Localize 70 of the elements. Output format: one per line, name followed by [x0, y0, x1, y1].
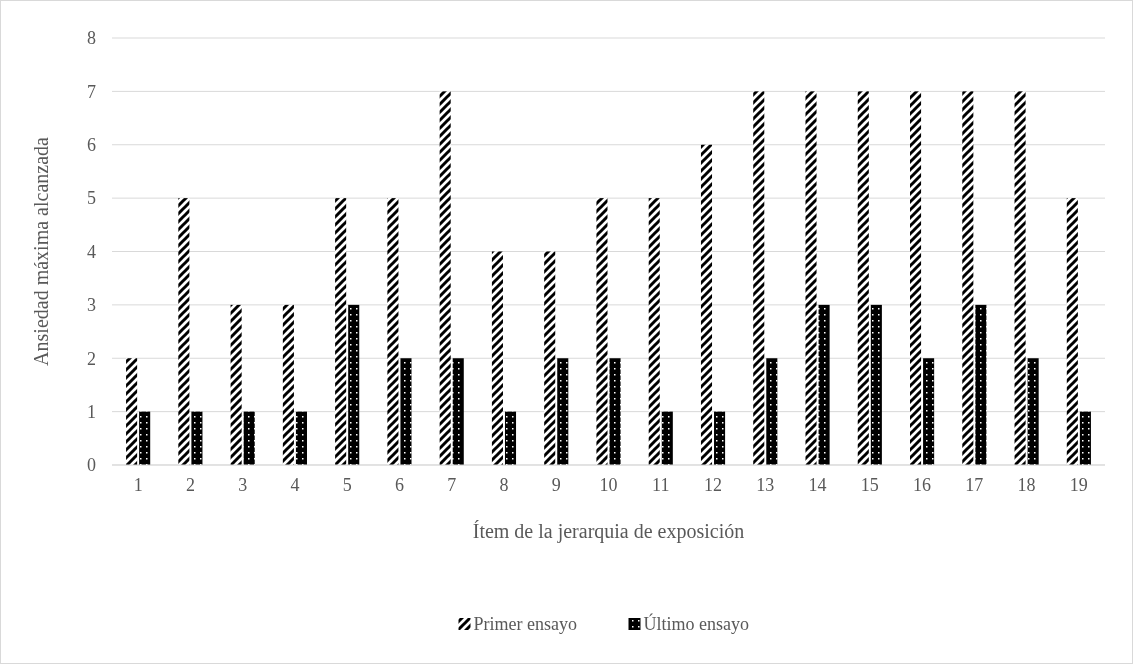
bar: [870, 304, 882, 465]
x-tick-label: 15: [860, 475, 879, 495]
bar: [962, 91, 974, 465]
y-tick-label: 4: [87, 241, 96, 262]
x-tick-label: 8: [499, 475, 509, 495]
y-tick-label: 6: [87, 135, 96, 156]
x-tick-label: 7: [447, 475, 457, 495]
x-tick-label: 3: [238, 475, 248, 495]
x-tick-label: 12: [704, 475, 723, 495]
y-axis-title: Ansiedad máxima alcanzada: [30, 136, 52, 366]
x-tick-label: 17: [965, 475, 984, 495]
bar: [544, 251, 556, 465]
bar: [609, 358, 621, 465]
legend-label: Último ensayo: [643, 613, 749, 634]
x-tick-label: 9: [551, 475, 561, 495]
legend-label: Primer ensayo: [473, 614, 577, 634]
x-tick-label: 18: [1017, 475, 1036, 495]
y-tick-label: 5: [87, 188, 96, 209]
bar: [766, 358, 778, 465]
x-axis-title: Ítem de la jerarquia de exposición: [472, 520, 745, 543]
x-tick-label: 10: [599, 475, 618, 495]
bar: [439, 91, 451, 465]
bar: [139, 411, 151, 465]
bar: [700, 144, 713, 465]
bar: [753, 91, 765, 465]
bar: [714, 411, 726, 465]
bar: [243, 411, 255, 465]
bar: [1079, 411, 1091, 465]
x-tick-label: 6: [394, 475, 404, 495]
x-tick-label: 11: [652, 475, 670, 495]
x-tick-label: 14: [808, 475, 827, 495]
bar: [923, 358, 935, 465]
bar: [452, 358, 464, 465]
bar: [1027, 358, 1039, 465]
bar: [348, 304, 360, 465]
bar: [1066, 198, 1078, 465]
bar: [282, 304, 294, 465]
bar: [178, 198, 190, 465]
bar: [910, 91, 922, 465]
bar: [975, 304, 987, 465]
x-tick-label: 13: [756, 475, 775, 495]
x-tick-label: 16: [913, 475, 932, 495]
bar: [400, 358, 412, 465]
x-tick-label: 5: [342, 475, 352, 495]
x-tick-label: 1: [133, 475, 143, 495]
bar: [230, 304, 242, 465]
bar: [661, 411, 673, 465]
x-tick-label: 4: [290, 475, 300, 495]
bar: [126, 358, 138, 465]
bar: [335, 198, 347, 465]
bar: [818, 304, 830, 465]
bar: [805, 91, 817, 465]
bar: [557, 358, 569, 465]
y-tick-label: 0: [87, 455, 96, 476]
bar: [596, 198, 608, 465]
bar: [1014, 91, 1026, 465]
bar: [504, 411, 517, 465]
bar: [857, 91, 869, 465]
y-tick-label: 8: [87, 28, 96, 49]
bar: [295, 411, 307, 465]
y-tick-label: 1: [87, 401, 96, 422]
bar: [491, 251, 503, 465]
x-tick-label: 2: [185, 475, 195, 495]
bar: [191, 411, 203, 465]
y-tick-label: 3: [87, 295, 96, 316]
bar: [648, 198, 660, 465]
bar: [387, 198, 399, 465]
y-tick-label: 7: [87, 81, 96, 102]
y-tick-label: 2: [87, 348, 96, 369]
x-tick-label: 19: [1069, 475, 1088, 495]
